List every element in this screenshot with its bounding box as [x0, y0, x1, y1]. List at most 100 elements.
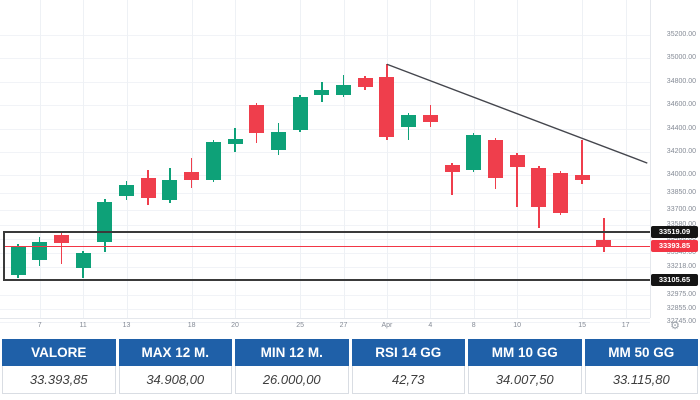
horizontal-gridline	[0, 58, 650, 60]
candle-body	[162, 180, 178, 200]
vertical-gridline	[235, 0, 236, 318]
vertical-gridline	[430, 0, 432, 318]
time-axis-label: 18	[187, 322, 196, 329]
table-value-cell: 42,73	[351, 366, 465, 394]
candle-body	[574, 174, 590, 181]
candle-body	[401, 115, 417, 127]
horizontal-gridline	[0, 322, 650, 324]
price-axis-label: 32855.00	[666, 305, 696, 313]
table-column: MM 10 GG 34.007,50	[468, 339, 582, 394]
table-header-cell: VALORE	[2, 339, 116, 366]
horizontal-gridline	[0, 266, 650, 268]
horizontal-gridline	[0, 175, 650, 177]
price-axis-label: 33460.00	[666, 234, 696, 242]
table-value-cell: 33.393,85	[2, 366, 116, 394]
candle-body	[336, 84, 351, 96]
table-value-cell: 26.000,00	[235, 366, 349, 394]
vertical-gridline	[386, 0, 388, 318]
settings-gear-icon[interactable]: ⚙	[670, 320, 680, 332]
candle-body	[184, 171, 200, 181]
time-axis-label: 20	[231, 322, 239, 329]
price-axis-label: 33850.00	[666, 188, 696, 196]
price-axis-label: 34400.00	[666, 124, 696, 132]
horizontal-gridline	[0, 35, 650, 36]
table-header-cell: RSI 14 GG	[351, 339, 465, 366]
time-axis-label: 7	[37, 322, 42, 329]
time-axis-label: 11	[79, 322, 87, 329]
price-axis-label: 32745.00	[666, 318, 696, 326]
candle-body	[270, 132, 286, 151]
vertical-gridline	[625, 0, 627, 318]
candle-body	[292, 97, 308, 130]
table-column: VALORE 33.393,85	[2, 339, 116, 394]
time-axis-border	[0, 318, 650, 319]
time-axis-label: Apr	[381, 322, 393, 329]
candle-body	[466, 135, 482, 171]
candle-body	[357, 78, 373, 88]
candle-body	[10, 246, 26, 275]
candle-body	[32, 242, 48, 261]
summary-table: VALORE 33.393,85 MAX 12 M. 34.908,00 MIN 12 …	[0, 339, 700, 394]
candle-body	[97, 202, 113, 243]
price-axis-label: 35200.00	[666, 31, 696, 38]
table-value-cell: 34.007,50	[468, 366, 582, 394]
vertical-gridline	[39, 0, 41, 318]
candle-body	[314, 89, 330, 96]
price-badge: 33393.85	[651, 240, 698, 253]
horizontal-gridline	[0, 105, 650, 107]
candle-body	[53, 235, 69, 244]
horizontal-gridline	[0, 151, 650, 153]
price-axis-label: 34000.00	[666, 171, 696, 179]
price-axis-label: 34600.00	[666, 101, 696, 109]
candle-body	[444, 164, 460, 172]
table-header-cell: MM 50 GG	[584, 339, 698, 366]
candle-wick	[516, 153, 518, 207]
table-column: MIN 12 M. 26.000,00	[235, 339, 349, 394]
time-axis-label: 25	[296, 322, 304, 329]
price-axis-border	[650, 0, 651, 318]
price-axis-label: 34800.00	[666, 77, 696, 85]
vertical-gridline	[343, 0, 345, 318]
horizontal-gridline	[0, 128, 650, 130]
candle-body	[531, 167, 547, 207]
time-axis-label: 10	[513, 322, 521, 329]
price-axis-label: 33700.00	[666, 206, 696, 214]
table-column: MM 50 GG 33.115,80	[584, 339, 698, 394]
candle-wick	[60, 232, 63, 264]
price-badge: 33519.09	[651, 225, 698, 238]
horizontal-gridline	[0, 224, 650, 226]
candle-body	[249, 105, 265, 134]
table-header-cell: MM 10 GG	[468, 339, 582, 366]
time-axis-label: 13	[122, 322, 131, 329]
candle-wick	[451, 163, 453, 196]
candle-body	[596, 239, 612, 247]
vertical-gridline	[126, 0, 128, 318]
candle-body	[422, 115, 438, 123]
horizontal-gridline	[0, 295, 650, 297]
price-axis-label: 34200.00	[666, 147, 696, 155]
time-axis-label: 17	[621, 322, 630, 329]
price-axis-label: 33580.00	[666, 220, 696, 228]
time-axis-label: 27	[339, 322, 348, 329]
price-level-line	[3, 230, 650, 233]
range-box-left-edge	[3, 231, 5, 280]
candlestick-chart[interactable]: 35200.00 35000.00 34800.00 34600.00 34400.00…	[0, 0, 700, 338]
price-axis-label: 32975.00	[666, 291, 696, 299]
candle-body	[487, 140, 503, 178]
candle-body	[509, 154, 525, 168]
horizontal-gridline	[0, 192, 650, 194]
table-column: RSI 14 GG 42,73	[351, 339, 465, 394]
candle-body	[205, 142, 221, 181]
candle-body	[75, 252, 91, 268]
table-value-cell: 34.908,00	[118, 366, 232, 394]
horizontal-gridline	[0, 309, 650, 311]
candle-wick	[603, 218, 605, 252]
horizontal-gridline	[0, 210, 650, 212]
candle-body	[140, 177, 156, 199]
horizontal-gridline	[0, 252, 650, 254]
price-axis-label: 35000.00	[666, 54, 696, 62]
time-axis-label: 4	[428, 322, 433, 329]
horizontal-gridline	[0, 238, 650, 240]
candle-body	[119, 184, 134, 196]
price-axis-label: 33340.00	[666, 248, 696, 256]
